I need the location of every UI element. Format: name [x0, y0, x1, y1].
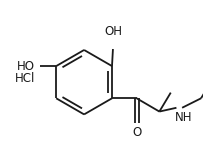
Text: HO: HO	[17, 60, 35, 73]
Text: O: O	[132, 126, 141, 139]
Text: HCl: HCl	[15, 72, 36, 85]
Text: NH: NH	[175, 111, 193, 124]
Text: OH: OH	[104, 25, 122, 38]
